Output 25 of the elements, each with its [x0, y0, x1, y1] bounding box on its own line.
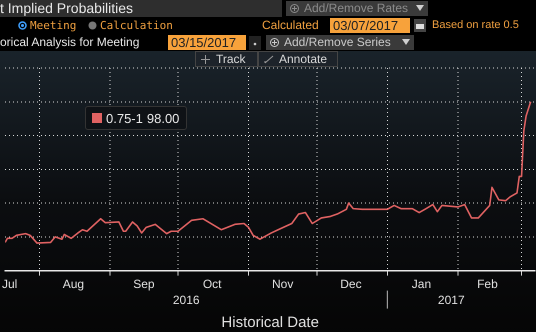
chart-title: t Implied Probabilities: [0, 0, 134, 16]
text: Calculation: [100, 18, 173, 33]
legend-label: 0.75-1: [106, 110, 143, 126]
text: 2017: [438, 292, 465, 307]
x-tick-label: Dec: [340, 277, 362, 292]
x-axis-title: Historical Date: [221, 314, 319, 332]
text: Add/Remove Series: [284, 35, 391, 49]
x-tick-label: Sep: [133, 277, 155, 292]
x-tick-label: Nov: [272, 277, 294, 292]
text: Add/Remove Rates: [304, 1, 408, 15]
annotation: 98.00: [146, 110, 180, 126]
text: Track: [216, 52, 246, 66]
x-tick-label: Oct: [202, 277, 222, 292]
text: Based on rate 0.5: [432, 18, 519, 33]
x-tick-label: Jul: [2, 277, 18, 292]
x-tick-label: Feb: [477, 277, 498, 292]
text: 03/07/2017: [330, 18, 410, 33]
text: orical Analysis for Meeting: [0, 35, 140, 50]
text: Meeting: [30, 18, 76, 33]
text: 2016: [172, 292, 200, 307]
x-tick-label: Aug: [62, 277, 84, 292]
text: Calculated: [262, 18, 319, 33]
text: Annotate: [279, 52, 328, 66]
text: 03/15/2017: [168, 35, 246, 50]
x-tick-label: Jan: [412, 277, 432, 292]
